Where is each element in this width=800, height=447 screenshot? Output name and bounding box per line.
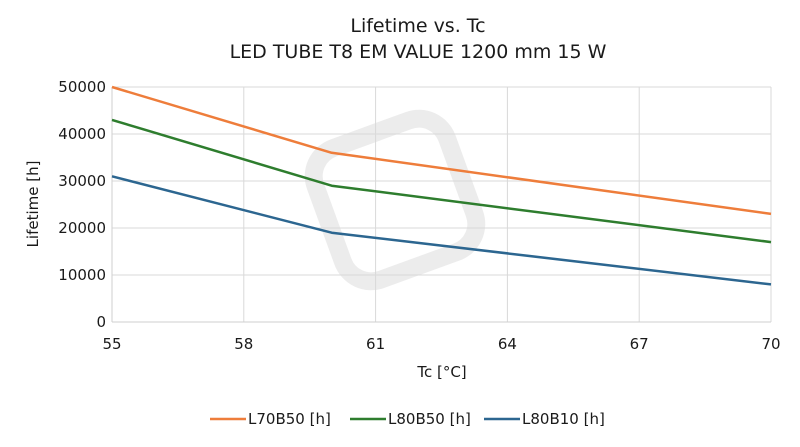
- axes: [111, 87, 771, 323]
- x-tick-label: 70: [761, 335, 780, 353]
- y-tick-label: 0: [96, 313, 106, 331]
- y-axis-label: Lifetime [h]: [24, 161, 42, 248]
- series-lines: [111, 85, 772, 286]
- y-tick-label: 10000: [58, 266, 106, 284]
- x-tick-label: 58: [234, 335, 253, 353]
- legend-label: L80B50 [h]: [388, 410, 471, 428]
- x-tick-label: 61: [366, 335, 385, 353]
- x-tick-label: 64: [498, 335, 517, 353]
- grid: [111, 86, 772, 323]
- x-axis-label: Tc [°C]: [416, 363, 466, 381]
- tick-labels: 0 10000 20000 30000 40000 50000 55 58 61 64 67 70: [58, 78, 780, 353]
- legend-label: L80B10 [h]: [522, 410, 605, 428]
- series-line-2: [111, 118, 772, 244]
- y-tick-label: 50000: [58, 78, 106, 96]
- series-line-3: [111, 175, 772, 286]
- watermark-logo: [304, 109, 486, 291]
- chart-title: Lifetime vs. Tc: [350, 15, 485, 37]
- y-tick-label: 40000: [58, 125, 106, 143]
- x-tick-label: 55: [102, 335, 121, 353]
- legend: L70B50 [h] L80B50 [h] L80B10 [h]: [210, 410, 605, 428]
- y-tick-label: 20000: [58, 219, 106, 237]
- y-tick-label: 30000: [58, 172, 106, 190]
- legend-label: L70B50 [h]: [248, 410, 331, 428]
- series-line-1: [111, 85, 772, 216]
- chart-subtitle: LED TUBE T8 EM VALUE 1200 mm 15 W: [230, 41, 607, 63]
- x-tick-label: 67: [630, 335, 649, 353]
